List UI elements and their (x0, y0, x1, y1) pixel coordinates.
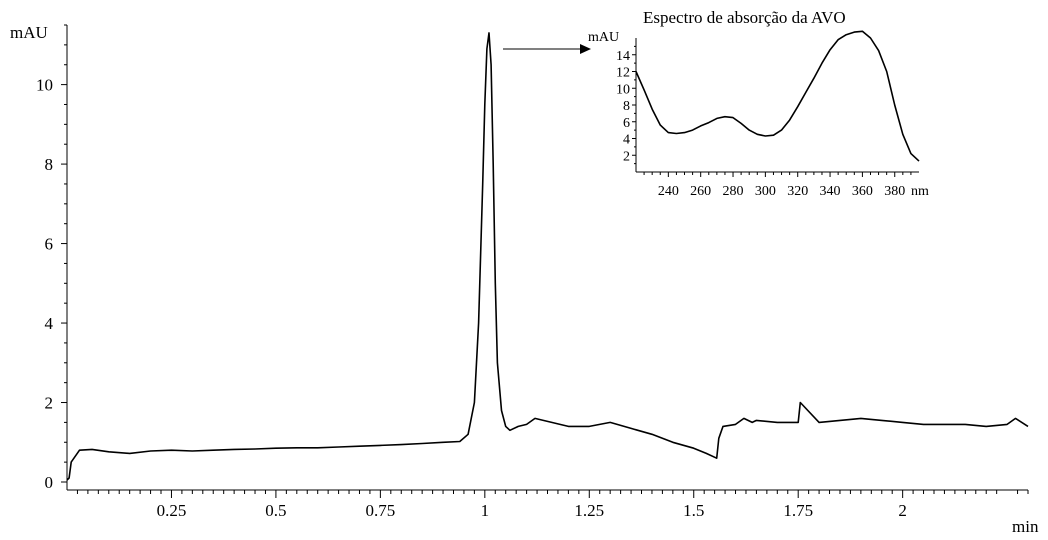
main-y-tick-label: 6 (45, 235, 54, 254)
spectrum-trace (635, 30, 920, 162)
main-y-tick-label: 10 (36, 76, 53, 95)
main-y-tick-label: 8 (45, 155, 54, 174)
main-y-tick-label: 0 (45, 473, 54, 492)
main-y-unit-label: mAU (10, 23, 48, 42)
inset-y-unit-label: mAU (588, 30, 619, 45)
main-y-tick-label: 2 (45, 394, 54, 413)
inset-title: Espectro de absorção da AVO (643, 8, 846, 27)
inset-y-tick-label: 4 (623, 133, 630, 148)
inset-x-tick-label: 260 (690, 184, 711, 199)
chromatogram-trace (66, 32, 1029, 481)
main-x-tick-label: 0.25 (157, 501, 187, 520)
main-x-tick-label: 0.75 (365, 501, 395, 520)
inset-y-tick-label: 10 (616, 82, 630, 97)
main-y-tick-label: 4 (45, 314, 54, 333)
inset-x-tick-label: 300 (755, 184, 776, 199)
inset-x-tick-label: 280 (723, 184, 744, 199)
peak-arrow-head (580, 43, 591, 54)
main-x-unit-label: min (1012, 517, 1039, 535)
inset-y-tick-label: 12 (616, 66, 630, 81)
main-x-tick-label: 0.5 (265, 501, 286, 520)
inset-y-tick-label: 14 (616, 49, 630, 64)
inset-x-tick-label: 380 (884, 184, 905, 199)
inset-x-unit-label: nm (911, 184, 929, 199)
main-x-tick-label: 1.75 (783, 501, 813, 520)
inset-x-tick-label: 360 (852, 184, 873, 199)
inset-y-tick-label: 6 (623, 116, 630, 131)
main-x-tick-label: 1 (481, 501, 490, 520)
inset-y-tick-label: 2 (623, 149, 630, 164)
main-x-tick-label: 1.25 (574, 501, 604, 520)
main-x-tick-label: 1.5 (683, 501, 704, 520)
inset-x-tick-label: 340 (820, 184, 841, 199)
inset-x-tick-label: 240 (658, 184, 679, 199)
inset-y-tick-label: 8 (623, 99, 630, 114)
main-x-tick-label: 2 (898, 501, 907, 520)
inset-x-tick-label: 320 (787, 184, 808, 199)
